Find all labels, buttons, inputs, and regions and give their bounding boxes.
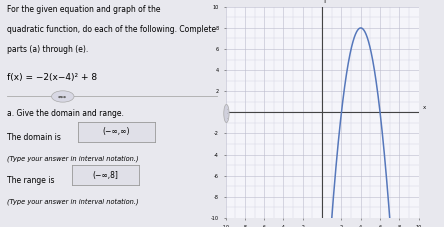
Text: .
.
.: . . . bbox=[226, 107, 227, 120]
Text: The range is: The range is bbox=[7, 176, 54, 185]
Text: The domain is: The domain is bbox=[7, 133, 60, 142]
Text: For the given equation and graph of the: For the given equation and graph of the bbox=[7, 5, 160, 14]
Text: (Type your answer in interval notation.): (Type your answer in interval notation.) bbox=[7, 199, 139, 205]
Text: parts (a) through (e).: parts (a) through (e). bbox=[7, 45, 88, 54]
Text: a. Give the domain and range.: a. Give the domain and range. bbox=[7, 109, 123, 118]
Text: ●●●: ●●● bbox=[58, 94, 67, 99]
Text: f: f bbox=[324, 0, 326, 4]
Text: (Type your answer in interval notation.): (Type your answer in interval notation.) bbox=[7, 155, 139, 162]
Text: f(x) = −2(x−4)² + 8: f(x) = −2(x−4)² + 8 bbox=[7, 73, 97, 82]
Text: x: x bbox=[423, 105, 426, 110]
Text: quadratic function, do each of the following. Complete: quadratic function, do each of the follo… bbox=[7, 25, 216, 34]
Ellipse shape bbox=[52, 91, 74, 102]
